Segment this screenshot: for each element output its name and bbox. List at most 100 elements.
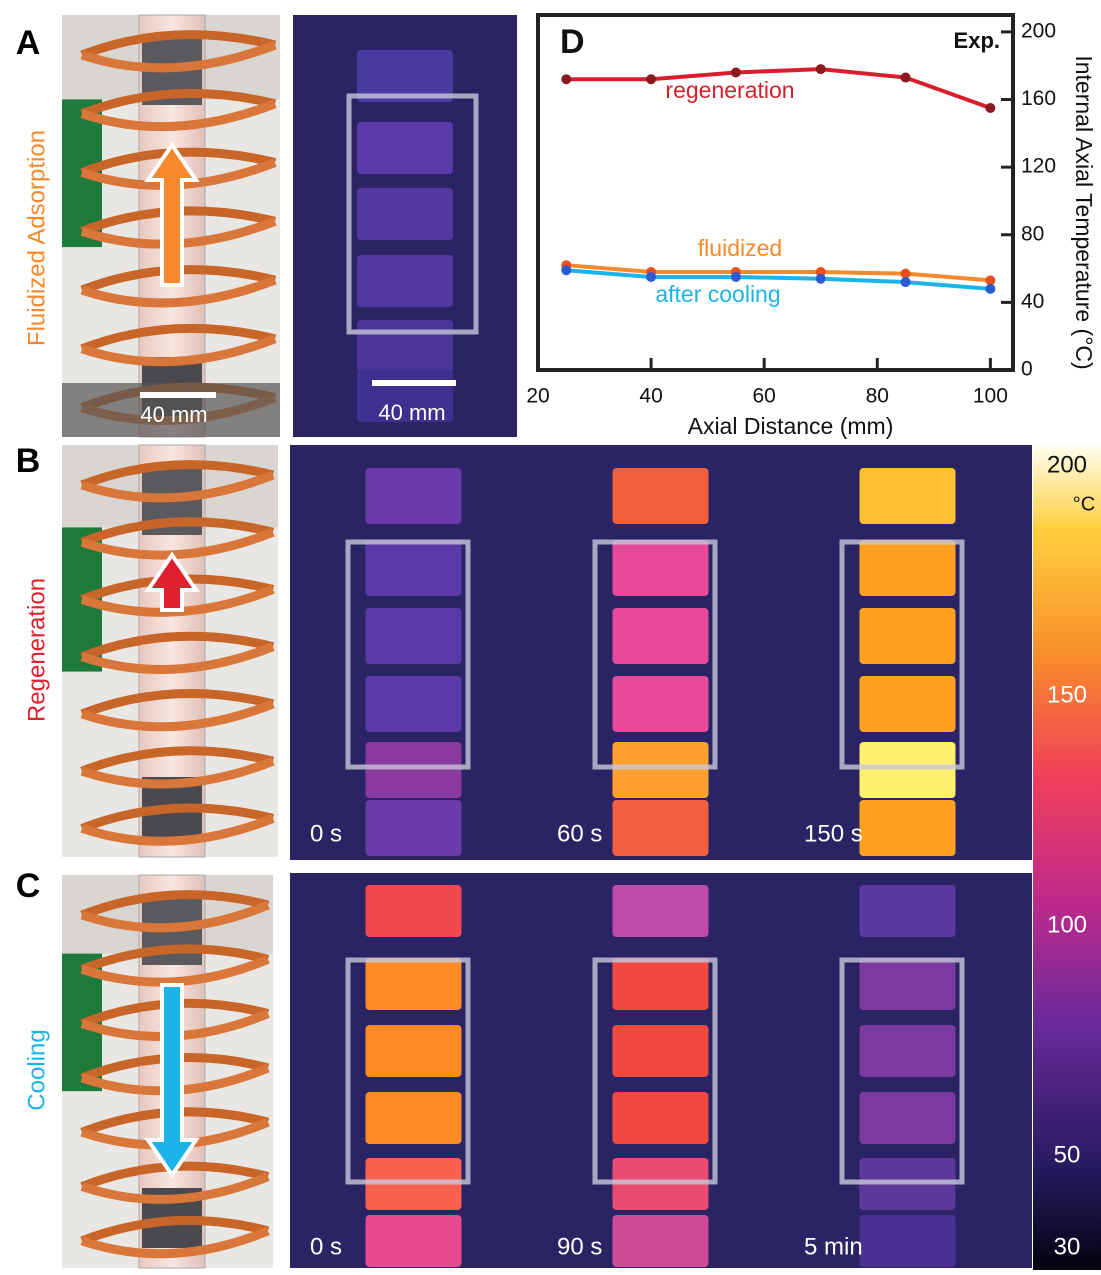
data-point (646, 272, 657, 283)
thermal-block (859, 1025, 956, 1077)
data-point (985, 102, 996, 113)
series-line (566, 67, 992, 110)
coil (80, 1172, 270, 1204)
y-tick-label: 80 (1021, 222, 1044, 245)
thermal-block (859, 1092, 956, 1144)
thermal-block (365, 608, 462, 664)
colorbar-tick-label: 50 (1054, 1141, 1081, 1168)
scale-label: 40 mm (378, 400, 445, 425)
x-tick-label: 40 (639, 385, 662, 408)
coil (80, 944, 270, 974)
time-label: 90 s (557, 1233, 602, 1260)
data-point (985, 275, 996, 286)
thermal-block (612, 1092, 709, 1144)
plot-frame (536, 13, 1015, 372)
time-label: 0 s (310, 1233, 342, 1260)
series-line (566, 268, 991, 291)
coil (80, 88, 277, 118)
colorbar-tick-label: 100 (1047, 911, 1087, 938)
colorbar-tick-label: 150 (1047, 681, 1087, 708)
coil (80, 99, 277, 132)
region-box (346, 93, 479, 335)
colorbar: 200 150 100 50 30 °C (1033, 445, 1101, 1270)
thermal-block (365, 676, 462, 732)
region-box (839, 957, 965, 1185)
thermal-block (365, 742, 462, 798)
region-box (345, 539, 471, 770)
coil (80, 746, 275, 776)
thermal-image (290, 873, 537, 1268)
region-box (592, 957, 718, 1185)
thermal-block (612, 742, 709, 798)
thermal-block (612, 468, 709, 524)
x-tick-label: 80 (866, 385, 889, 408)
coil (80, 460, 275, 490)
thermal-block (612, 608, 709, 664)
data-point (646, 74, 657, 85)
thermal-block (859, 468, 956, 524)
thermal-block (859, 800, 956, 856)
arrow (144, 983, 200, 1179)
data-point (900, 277, 911, 288)
series-line (566, 263, 991, 283)
thermal-block (859, 608, 956, 664)
time-label: 60 s (557, 820, 602, 847)
photo (62, 444, 278, 858)
coil (80, 631, 275, 661)
colorbar-gradient (1033, 445, 1101, 1270)
data-point (730, 272, 741, 283)
thermal-block (612, 885, 709, 937)
data-point (985, 283, 996, 294)
coil (80, 40, 277, 73)
thermal-image (784, 873, 1031, 1268)
thermal-block (357, 188, 453, 240)
coil (80, 30, 277, 60)
y-tick-label: 120 (1021, 155, 1056, 178)
side-label: Fluidized Adsorption (23, 130, 50, 346)
scale-bar (140, 392, 216, 398)
coil (80, 955, 270, 987)
chart-d: 20 40 60 80 100 0 40 80 120 160 200 Axial Distance … (526, 13, 1097, 439)
series-label: after cooling (655, 281, 780, 307)
thermal-block (365, 1025, 462, 1077)
thermal-block (612, 1025, 709, 1077)
thermal-block (612, 958, 709, 1010)
time-label: 150 s (804, 820, 863, 847)
region-box (592, 539, 718, 770)
data-point (730, 67, 741, 78)
colorbar-tick-label: 200 (1047, 451, 1087, 478)
x-tick-label: 60 (753, 385, 776, 408)
coil (80, 900, 270, 933)
scale-bar (372, 380, 456, 386)
photo (62, 874, 273, 1269)
y-tick-label: 160 (1021, 87, 1056, 110)
panel-label: B (16, 442, 41, 480)
coil (80, 1215, 270, 1246)
coil (80, 1226, 270, 1259)
y-tick-label: 40 (1021, 290, 1044, 313)
thermal-block (612, 676, 709, 732)
thermal-block (612, 1215, 709, 1267)
data-point (815, 64, 826, 75)
thermal-block (859, 676, 956, 732)
time-label: 5 min (804, 1233, 863, 1260)
coil (80, 275, 277, 308)
photos: 40 mm (62, 14, 280, 1269)
y-tick-label: 200 (1021, 19, 1056, 42)
thermal-block (365, 540, 462, 596)
thermal-images: 40 mm 0 s 0 s 60 s 90 s 150 s 5 min (290, 15, 1032, 1268)
panel-label: C (16, 867, 41, 905)
thermal-block (859, 540, 956, 596)
coil (80, 528, 275, 560)
data-point (900, 72, 911, 83)
coil (80, 689, 275, 719)
colorbar-tick-label: 30 (1054, 1233, 1081, 1260)
photo (62, 14, 280, 438)
coil (80, 334, 277, 367)
thermal-block (365, 1092, 462, 1144)
colorbar-unit: °C (1073, 493, 1095, 515)
data-point (561, 265, 572, 276)
data-point (900, 268, 911, 279)
